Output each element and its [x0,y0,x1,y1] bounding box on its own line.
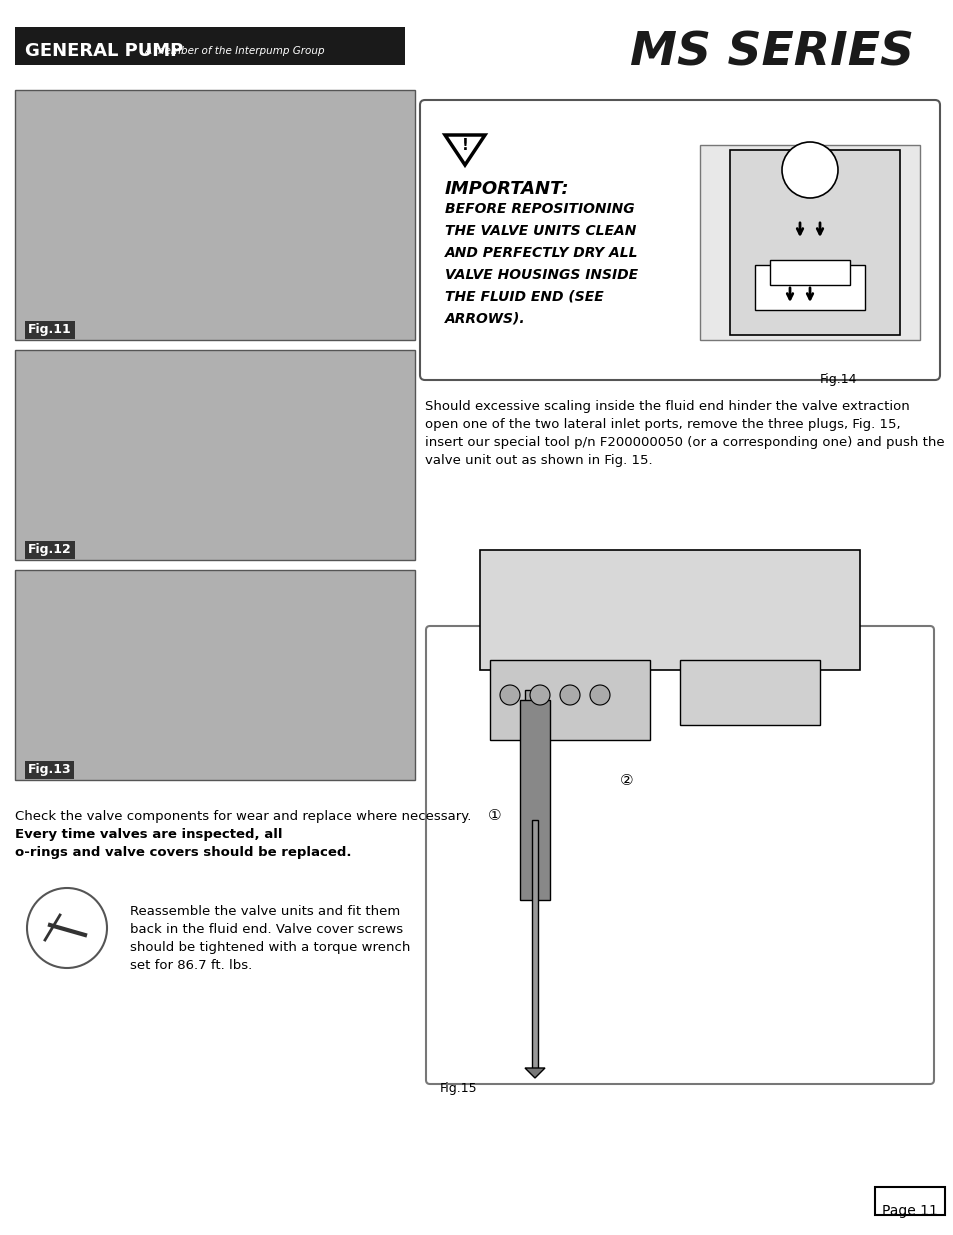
Text: !: ! [461,138,468,153]
FancyBboxPatch shape [15,350,415,559]
Text: Fig.11: Fig.11 [28,324,71,336]
Text: ARROWS).: ARROWS). [444,312,525,326]
Circle shape [781,142,837,198]
Text: set for 86.7 ft. lbs.: set for 86.7 ft. lbs. [130,960,252,972]
Bar [479,550,859,671]
Text: IMPORTANT:: IMPORTANT: [444,180,569,198]
Text: Every time valves are inspected, all: Every time valves are inspected, all [15,827,282,841]
Text: THE FLUID END (SEE: THE FLUID END (SEE [444,290,603,304]
Circle shape [559,685,579,705]
Bar [769,261,849,285]
Bar [519,700,550,900]
Text: Fig.15: Fig.15 [439,1082,477,1095]
Text: THE VALVE UNITS CLEAN: THE VALVE UNITS CLEAN [444,224,636,238]
Text: valve unit out as shown in Fig. 15.: valve unit out as shown in Fig. 15. [424,454,652,467]
Polygon shape [524,1068,544,1078]
Text: Fig.14: Fig.14 [820,373,857,387]
Bar [524,690,544,810]
Text: Fig.13: Fig.13 [28,763,71,777]
Bar [729,149,899,335]
Text: Check the valve components for wear and replace where necessary.: Check the valve components for wear and … [15,810,476,823]
Text: ①: ① [488,808,501,823]
Text: open one of the two lateral inlet ports, remove the three plugs, Fig. 15,: open one of the two lateral inlet ports,… [424,417,900,431]
FancyBboxPatch shape [15,90,415,340]
FancyBboxPatch shape [700,144,919,340]
Text: A member of the Interpump Group: A member of the Interpump Group [145,46,325,56]
Text: o-rings and valve covers should be replaced.: o-rings and valve covers should be repla… [15,846,351,860]
Text: AND PERFECTLY DRY ALL: AND PERFECTLY DRY ALL [444,246,638,261]
Text: should be tightened with a torque wrench: should be tightened with a torque wrench [130,941,410,953]
Bar [532,820,537,1070]
Text: MS SERIES: MS SERIES [629,31,913,75]
Circle shape [530,685,550,705]
FancyBboxPatch shape [426,626,933,1084]
Circle shape [27,888,107,968]
Bar [754,266,864,310]
Text: GENERAL PUMP: GENERAL PUMP [25,42,183,61]
Text: Fig.12: Fig.12 [28,543,71,557]
Bar [679,659,820,725]
Text: Should excessive scaling inside the fluid end hinder the valve extraction: Should excessive scaling inside the flui… [424,400,909,412]
FancyBboxPatch shape [15,571,415,781]
Text: ②: ② [619,773,633,788]
Bar [490,659,649,740]
Circle shape [589,685,609,705]
Circle shape [499,685,519,705]
Text: Reassemble the valve units and fit them: Reassemble the valve units and fit them [130,905,400,918]
Text: VALVE HOUSINGS INSIDE: VALVE HOUSINGS INSIDE [444,268,638,282]
Bar [874,1187,944,1215]
Text: insert our special tool p/n F200000050 (or a corresponding one) and push the: insert our special tool p/n F200000050 (… [424,436,943,450]
Text: back in the fluid end. Valve cover screws: back in the fluid end. Valve cover screw… [130,923,403,936]
Text: BEFORE REPOSITIONING: BEFORE REPOSITIONING [444,203,634,216]
FancyBboxPatch shape [419,100,939,380]
Text: Page 11: Page 11 [882,1204,937,1218]
FancyBboxPatch shape [15,27,405,65]
